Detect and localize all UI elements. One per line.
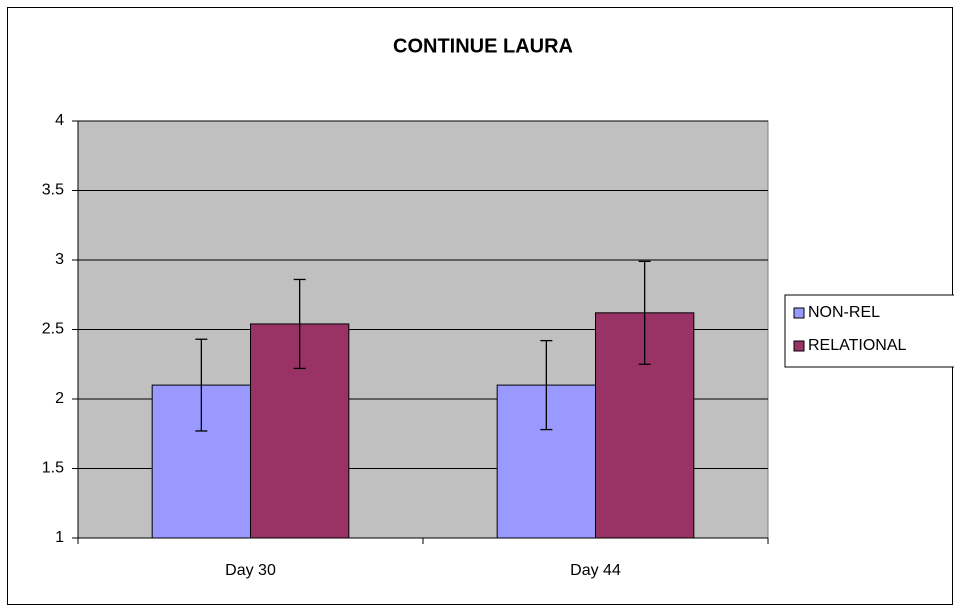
error-bar [540, 339, 553, 431]
chart-title: CONTINUE LAURA [393, 35, 573, 57]
error-bar [195, 338, 208, 432]
x-tick-label: Day 30 [225, 562, 276, 579]
legend-label: RELATIONAL [808, 337, 907, 354]
y-tick-label: 1 [55, 529, 64, 546]
error-bar [638, 260, 651, 365]
y-tick-label: 3.5 [42, 182, 64, 199]
y-tick-label: 2.5 [42, 321, 64, 338]
y-tick-label: 4 [55, 112, 64, 129]
error-bar [293, 278, 306, 370]
legend-swatch [793, 340, 805, 352]
x-tick-label: Day 44 [570, 562, 621, 579]
legend-box [784, 294, 954, 368]
y-tick-label: 3 [55, 251, 64, 268]
y-tick-label: 2 [55, 390, 64, 407]
legend-label: NON-REL [808, 304, 880, 321]
y-tick-label: 1.5 [42, 460, 64, 477]
legend-swatch [793, 307, 805, 319]
